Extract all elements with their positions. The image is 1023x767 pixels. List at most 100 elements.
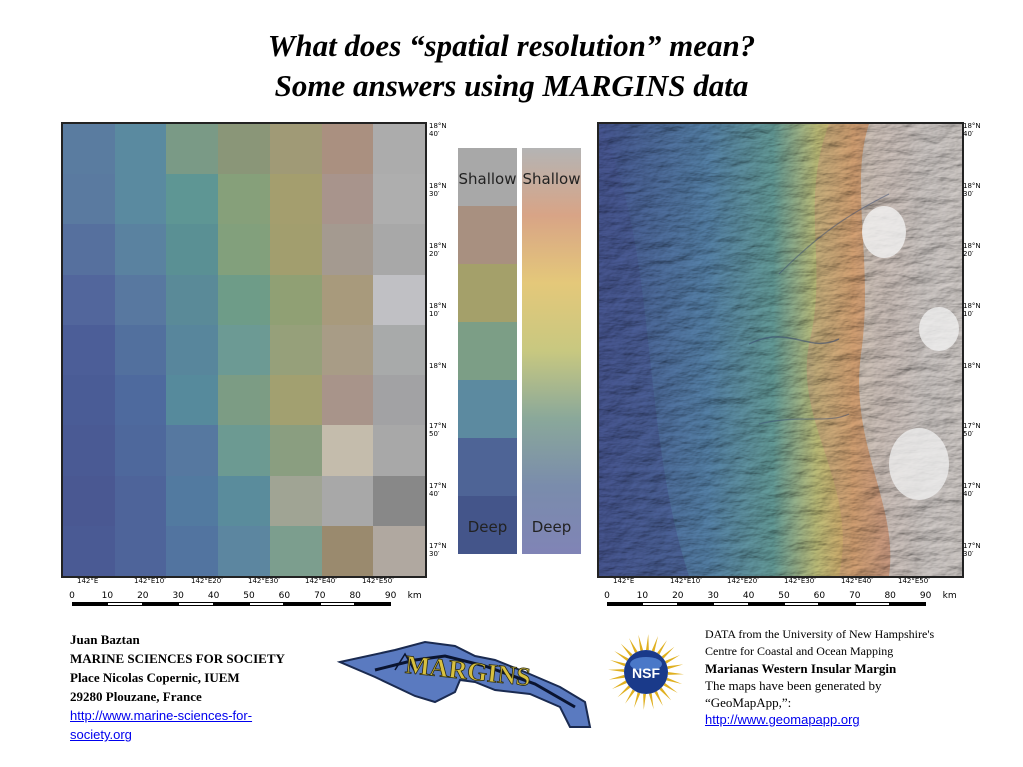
scale-tick-label: 0 (604, 591, 610, 601)
grid-cell (166, 324, 219, 376)
latitude-minutes: 50′ (429, 430, 440, 438)
scale-tick-label: 10 (636, 591, 649, 601)
latitude-minutes: 10′ (429, 310, 440, 318)
latitude-label: 18°N 40′ (429, 122, 447, 138)
latitude-label: 18°N 20′ (963, 242, 981, 258)
grid-cell (218, 274, 271, 326)
latitude-minutes: 30′ (963, 190, 974, 198)
nsf-ray (620, 643, 633, 657)
longitude-label: 142°E50′ (898, 577, 930, 585)
grid-cell (114, 475, 167, 527)
latitude-minutes: 30′ (963, 550, 974, 558)
nsf-ray (629, 638, 638, 653)
scale-tick-label: 0 (69, 591, 75, 601)
credits-region: Marianas Western Insular Margin (705, 661, 897, 676)
grid-cell (166, 475, 219, 527)
author-name: Juan Baztan (70, 632, 140, 647)
high-resolution-bathymetry-map (597, 122, 964, 578)
grid-cell (218, 525, 271, 576)
latitude-label: 17°N 30′ (429, 542, 447, 558)
longitude-label: 142°E (77, 577, 99, 585)
grid-cell (373, 174, 425, 226)
scale-tick-label: 30 (707, 591, 719, 601)
nsf-ray (617, 685, 631, 698)
author-url-line-2: society.org (70, 727, 132, 742)
grid-cell (63, 375, 115, 427)
grid-cell (114, 124, 167, 175)
scale-segment (355, 602, 391, 606)
grid-cell (218, 475, 271, 527)
nsf-ray (638, 634, 644, 651)
scale-segment (607, 602, 643, 606)
author-url-line-1: http://www.marine-sciences-for- (70, 708, 253, 723)
grid-cell (373, 475, 425, 527)
grid-cell (63, 475, 115, 527)
geomapapp-link[interactable]: http://www.geomapapp.org (705, 712, 860, 727)
latitude-label: 18°N 10′ (429, 302, 447, 318)
scale-tick-label: 10 (101, 591, 114, 601)
grid-cell (321, 124, 374, 175)
grid-cell (321, 525, 374, 576)
author-block: Juan Baztan MARINE SCIENCES FOR SOCIETY … (70, 630, 350, 744)
legend-color-block (458, 380, 517, 438)
grid-cell (269, 224, 322, 276)
latitude-label: 18°N 10′ (963, 302, 981, 318)
scale-tick-label: 90 (384, 591, 397, 601)
latitude-label: 18°N 30′ (429, 182, 447, 198)
scale-tick-label: 70 (849, 591, 861, 601)
grid-cell (114, 375, 167, 427)
latitude-label: 17°N 50′ (429, 422, 447, 438)
nsf-ray (667, 664, 684, 670)
scale-tick-label: 40 (742, 591, 755, 601)
legend-color-block (458, 148, 517, 206)
grid-cell (218, 375, 271, 427)
scale-tick-label: 80 (884, 591, 896, 601)
discrete-depth-legend: Shallow Deep (458, 148, 517, 554)
scale-tick-label: 20 (672, 591, 684, 601)
grid-cell (63, 174, 115, 226)
latitude-minutes: 30′ (429, 190, 440, 198)
scale-unit: km (407, 591, 422, 601)
grid-cell (218, 425, 271, 477)
grid-cell (63, 324, 115, 376)
scale-tick-label: 30 (172, 591, 184, 601)
longitude-label: 142°E30′ (784, 577, 816, 585)
nsf-logo-text: NSF (632, 665, 660, 681)
credits-line-1: DATA from the University of New Hampshir… (705, 627, 935, 641)
grid-cell (218, 124, 271, 175)
nsf-ray (657, 640, 667, 655)
grid-cell (166, 124, 219, 175)
nsf-ray (625, 689, 635, 704)
grid-cell (166, 525, 219, 576)
nsf-ray (614, 651, 629, 661)
grid-cell (218, 174, 271, 226)
grid-cell (269, 274, 322, 326)
author-website-link[interactable]: http://www.marine-sciences-for- society.… (70, 708, 252, 742)
grid-cell (269, 124, 322, 175)
grid-cell (269, 174, 322, 226)
author-address-1: Place Nicolas Copernic, IUEM (70, 670, 240, 685)
nsf-ray (633, 692, 641, 709)
scale-tick-label: 50 (243, 591, 255, 601)
grid-cell (373, 375, 425, 427)
grid-cell (373, 324, 425, 376)
scale-segment (854, 602, 891, 606)
grid-cell (269, 525, 322, 576)
grid-cell (373, 425, 425, 477)
nsf-ray (666, 677, 683, 685)
latitude-label: 18°N 40′ (963, 122, 981, 138)
scale-segment (107, 602, 143, 606)
nsf-ray (665, 655, 680, 664)
grid-cell (166, 224, 219, 276)
grid-cell (63, 525, 115, 576)
nsf-ray (667, 672, 684, 675)
latitude-minutes: 20′ (429, 250, 440, 258)
grid-cell (373, 124, 425, 175)
nsf-ray (648, 693, 654, 710)
grid-cell (218, 224, 271, 276)
nsf-ray (609, 659, 626, 667)
grid-cell (373, 525, 425, 576)
latitude-minutes: 30′ (429, 550, 440, 558)
scale-segment (784, 602, 820, 606)
scale-segment (72, 602, 108, 606)
